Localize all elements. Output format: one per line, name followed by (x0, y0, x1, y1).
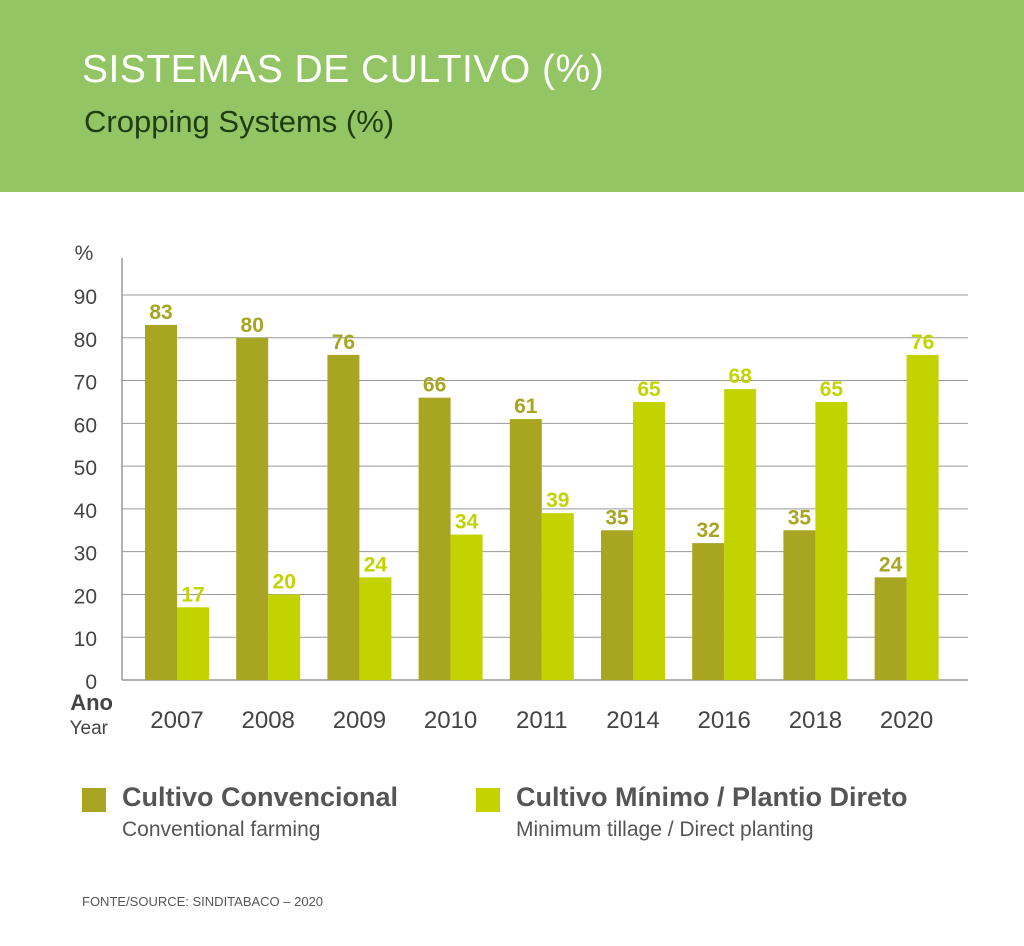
bar (724, 389, 757, 680)
x-axis-label: Ano (70, 690, 113, 715)
chart-subtitle: Cropping Systems (%) (84, 104, 395, 139)
legend-label-minimum-tillage: Cultivo Mínimo / Plantio Direto (516, 782, 908, 812)
data-label: 39 (546, 489, 569, 512)
data-label: 32 (697, 519, 720, 542)
data-label: 61 (514, 395, 538, 418)
data-label: 66 (423, 374, 446, 397)
header-banner: SISTEMAS DE CULTIVO (%) Cropping Systems… (0, 0, 1024, 192)
x-tick-label: 2009 (333, 707, 386, 734)
data-label: 34 (455, 511, 479, 534)
x-tick-label: 2016 (698, 707, 751, 734)
data-label: 65 (637, 378, 661, 401)
y-tick-label: 60 (74, 414, 97, 437)
y-tick-label: 40 (74, 500, 97, 523)
bar (177, 607, 209, 680)
bar (874, 577, 907, 680)
x-tick-label: 2020 (880, 707, 933, 734)
x-axis-sublabel: Year (70, 718, 109, 739)
bar (783, 530, 816, 680)
bar (601, 530, 633, 680)
legend-swatch-minimum-tillage (476, 788, 500, 812)
bar (633, 401, 665, 680)
bar (509, 419, 542, 680)
data-label: 65 (820, 378, 844, 401)
x-tick-label: 2007 (150, 707, 203, 734)
bar-chart: 0102030405060708090%AnoYear8317200780202… (70, 242, 968, 739)
data-label: 83 (149, 301, 172, 324)
y-tick-label: 10 (74, 628, 97, 651)
data-label: 68 (729, 365, 753, 388)
data-label: 76 (911, 331, 934, 354)
legend-label-conventional: Cultivo Convencional (122, 782, 399, 812)
y-tick-label: 30 (74, 543, 97, 566)
legend-sublabel-minimum-tillage: Minimum tillage / Direct planting (516, 818, 814, 841)
bar (450, 534, 483, 680)
bar (327, 354, 360, 680)
bar (418, 397, 451, 680)
x-tick-label: 2011 (516, 707, 568, 734)
x-tick-label: 2014 (606, 707, 659, 734)
bar (541, 513, 574, 680)
data-label: 80 (241, 314, 264, 337)
x-tick-label: 2010 (424, 707, 477, 734)
data-label: 24 (364, 553, 388, 576)
bar (359, 577, 392, 680)
y-tick-label: 90 (74, 286, 97, 309)
bar (268, 594, 301, 680)
y-axis-label: % (75, 242, 94, 265)
data-label: 76 (332, 331, 355, 354)
y-tick-label: 20 (74, 585, 97, 608)
y-tick-label: 80 (74, 329, 97, 352)
data-label: 35 (788, 506, 812, 529)
data-label: 20 (273, 570, 296, 593)
legend-swatch-conventional (82, 788, 106, 812)
x-tick-label: 2018 (789, 707, 842, 734)
data-label: 35 (605, 506, 629, 529)
bar (815, 401, 848, 680)
bar (236, 337, 269, 680)
bar (906, 354, 939, 680)
data-label: 24 (879, 553, 903, 576)
bar (145, 324, 177, 680)
source-note: FONTE/SOURCE: SINDITABACO – 2020 (82, 894, 324, 909)
bar (692, 543, 725, 680)
y-tick-label: 0 (85, 671, 97, 694)
legend-sublabel-conventional: Conventional farming (122, 818, 321, 841)
y-tick-label: 70 (74, 372, 97, 395)
y-tick-label: 50 (74, 457, 97, 480)
x-tick-label: 2008 (242, 707, 295, 734)
data-label: 17 (181, 583, 204, 606)
chart-title: SISTEMAS DE CULTIVO (%) (82, 48, 605, 91)
